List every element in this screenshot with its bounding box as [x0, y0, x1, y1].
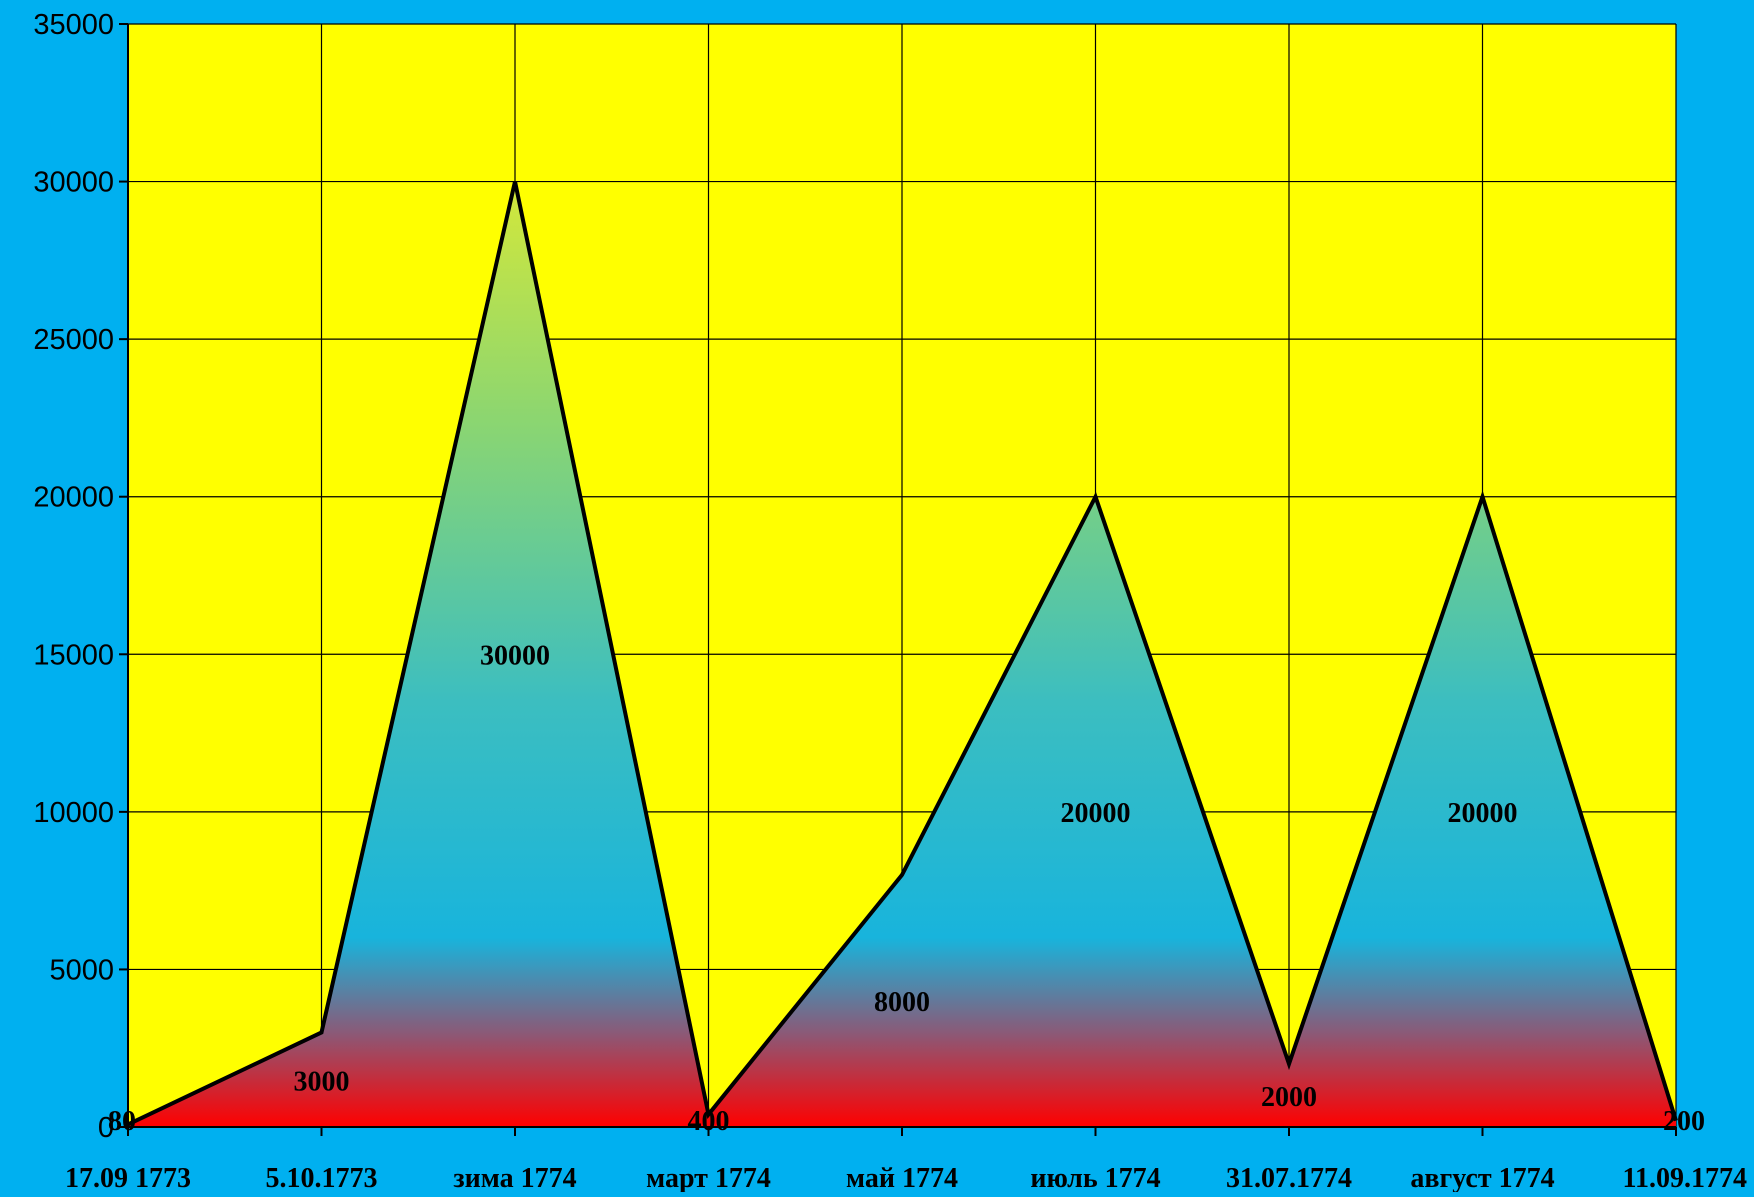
- x-tick-label: 31.07.1774: [1226, 1163, 1352, 1192]
- x-tick-label: зима 1774: [453, 1163, 576, 1192]
- data-label: 30000: [480, 640, 550, 671]
- y-tick-label: 35000: [33, 9, 114, 41]
- data-label: 400: [688, 1106, 730, 1137]
- data-label: 200: [1663, 1106, 1705, 1137]
- series-line: [127, 181, 1678, 1127]
- data-label: 20000: [1061, 798, 1131, 829]
- y-tick-label: 25000: [33, 324, 114, 356]
- x-tick-label: май 1774: [846, 1163, 958, 1192]
- y-tick-label: 30000: [33, 167, 114, 199]
- y-tick-label: 0: [98, 1112, 114, 1144]
- x-tick-label: 11.09.1774: [1623, 1163, 1747, 1192]
- x-tick-label: март 1774: [646, 1163, 771, 1192]
- x-tick-label: 5.10.1773: [266, 1163, 378, 1192]
- data-label: 3000: [294, 1066, 350, 1097]
- data-label: 80: [108, 1106, 136, 1137]
- y-tick-label: 5000: [49, 954, 114, 986]
- series-area: [128, 181, 1676, 1128]
- data-label: 20000: [1448, 798, 1518, 829]
- y-tick-label: 10000: [33, 797, 114, 829]
- y-tick-label: 15000: [33, 639, 114, 671]
- x-tick-label: июль 1774: [1030, 1163, 1160, 1192]
- x-tick-label: август 1774: [1410, 1163, 1554, 1192]
- y-tick-label: 20000: [33, 482, 114, 514]
- data-label: 8000: [874, 987, 930, 1018]
- x-tick-label: 17.09 1773: [65, 1163, 191, 1192]
- data-label: 2000: [1261, 1082, 1317, 1113]
